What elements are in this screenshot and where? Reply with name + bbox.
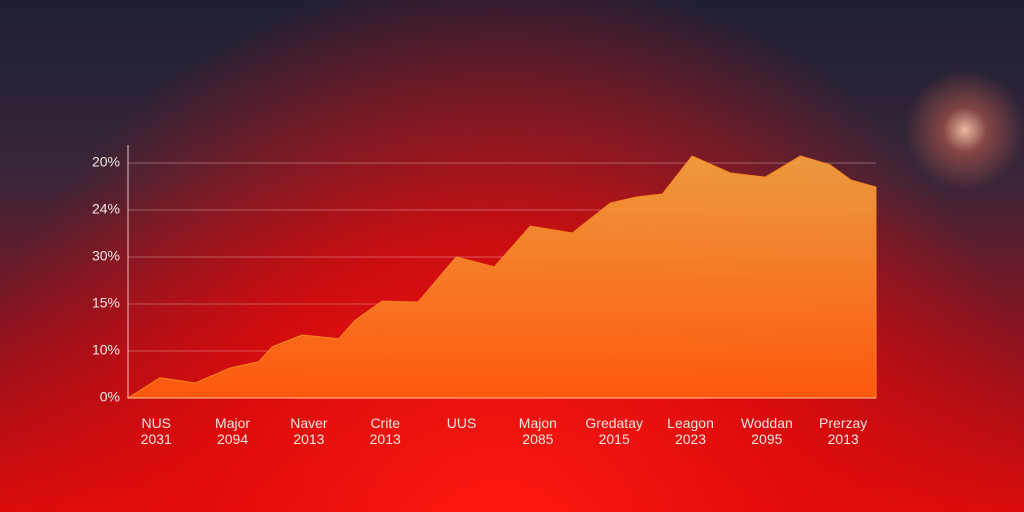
x-tick-label: Gredatay 2015 [585, 415, 643, 447]
y-tick-label: 20% [92, 154, 120, 170]
area [126, 155, 877, 399]
x-tick-label: Leagon 2023 [667, 415, 714, 447]
x-tick-label: Prerzay 2013 [819, 415, 868, 447]
y-tick-label: 15% [92, 295, 120, 311]
y-tick-label: 10% [92, 342, 120, 358]
x-tick-label: NUS 2031 [140, 415, 172, 447]
x-tick-label: Major 2094 [215, 415, 251, 447]
x-tick-label: UUS [446, 415, 477, 431]
y-tick-label: 24% [92, 201, 120, 217]
x-tick-label: Crite 2013 [369, 415, 401, 447]
y-tick-label: 30% [92, 248, 120, 264]
x-tick-label: Naver 2013 [290, 415, 328, 447]
x-tick-label: Woddan 2095 [740, 415, 793, 447]
x-tick-label: Majon 2085 [518, 415, 557, 447]
y-tick-label: 0% [100, 389, 120, 405]
